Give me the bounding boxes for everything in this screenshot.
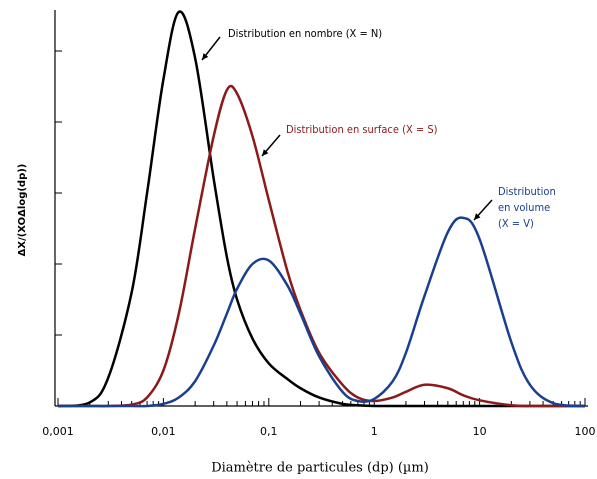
- annotation: Distribution en nombre (X = N): [228, 27, 382, 40]
- x-tick-label: 100: [575, 425, 596, 438]
- arrow-head: [262, 149, 269, 156]
- annotation: en volume: [498, 201, 550, 214]
- x-tick-label: 1: [371, 425, 378, 438]
- x-tick-label: 0,1: [260, 425, 278, 438]
- x-tick-label: 10: [473, 425, 487, 438]
- x-tick-label: 0,001: [42, 425, 74, 438]
- arrow-head: [202, 53, 209, 60]
- annotation: Distribution: [498, 185, 556, 198]
- x-tick-label: 0,01: [151, 425, 176, 438]
- series-line: [57, 10, 585, 408]
- series-line: [58, 216, 586, 408]
- series-line: [58, 84, 585, 408]
- y-axis-label: ΔX/(XOΔlog(dp)): [17, 164, 28, 257]
- annotation: Distribution en surface (X = S): [286, 123, 438, 136]
- x-axis-label: Diamètre de particules (dp) (µm): [211, 461, 429, 476]
- annotation: (X = V): [498, 217, 534, 230]
- arrow-head: [474, 213, 481, 220]
